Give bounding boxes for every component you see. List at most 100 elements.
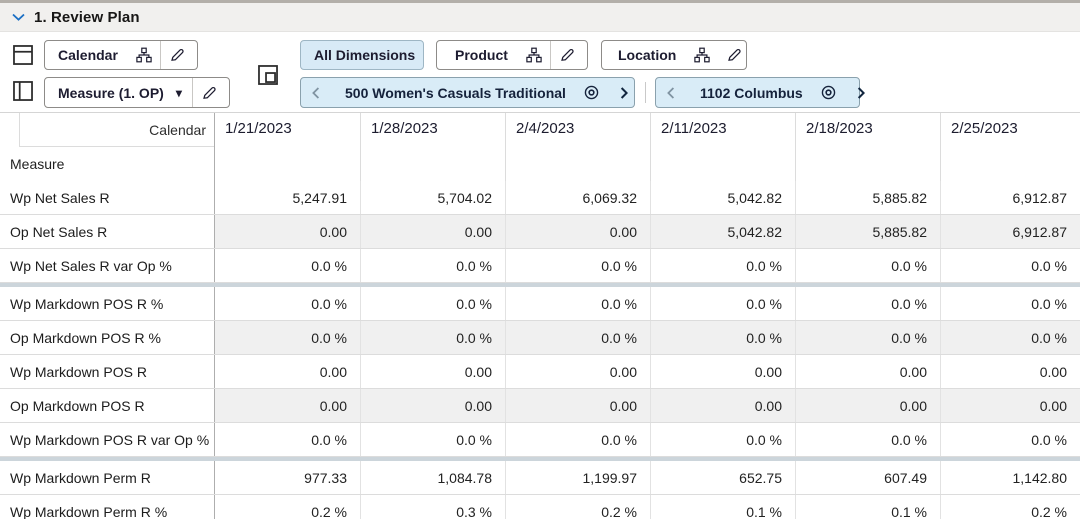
- calendar-dimension-button[interactable]: Calendar: [44, 40, 198, 70]
- grid-cell[interactable]: 0.00: [650, 355, 795, 388]
- product-dimension-button[interactable]: Product: [436, 40, 588, 70]
- page-axis-icon[interactable]: [257, 64, 279, 86]
- grid-cell[interactable]: 5,885.82: [795, 181, 940, 214]
- product-target-icon[interactable]: [574, 78, 609, 107]
- grid-cell[interactable]: 0.0 %: [360, 249, 505, 282]
- grid-cell[interactable]: 0.0 %: [940, 287, 1080, 320]
- grid-cell[interactable]: 0.0 %: [311, 295, 347, 312]
- product-edit-pencil-icon[interactable]: [551, 41, 583, 69]
- row-dimension-label[interactable]: Measure: [10, 156, 65, 172]
- measure-edit-pencil-icon[interactable]: [193, 78, 225, 107]
- grid-cell[interactable]: 0.0 %: [940, 423, 1080, 456]
- row-header[interactable]: Wp Markdown POS R: [0, 355, 215, 388]
- grid-cell[interactable]: 5,042.82: [650, 215, 795, 248]
- grid-cell[interactable]: 0.0 %: [795, 423, 940, 456]
- grid-cell[interactable]: 0.0 %: [650, 287, 795, 320]
- grid-cell[interactable]: 6,912.87: [940, 181, 1080, 214]
- grid-cell[interactable]: 0.00: [215, 215, 360, 248]
- column-header[interactable]: 2/25/2023: [940, 113, 1080, 181]
- row-header[interactable]: Wp Net Sales R var Op %: [0, 249, 215, 282]
- grid-cell[interactable]: 5,885.82: [795, 215, 940, 248]
- grid-cell[interactable]: 0.0 %: [215, 321, 360, 354]
- rows-axis-icon[interactable]: [12, 44, 34, 66]
- grid-cell[interactable]: 0.1 %: [650, 495, 795, 519]
- grid-cell[interactable]: 0.00: [360, 215, 505, 248]
- grid-cell[interactable]: 0.0 %: [505, 423, 650, 456]
- grid-cell[interactable]: 1,084.78: [360, 461, 505, 494]
- hierarchy-icon[interactable]: [686, 41, 718, 69]
- column-header[interactable]: 2/4/2023: [505, 113, 650, 181]
- grid-cell[interactable]: 6,069.32: [505, 181, 650, 214]
- grid-cell[interactable]: 0.00: [505, 355, 650, 388]
- grid-cell[interactable]: 5,247.91: [292, 189, 348, 206]
- grid-cell[interactable]: 0.0 %: [940, 321, 1080, 354]
- location-next-chevron-right-icon[interactable]: [846, 78, 876, 107]
- grid-cell[interactable]: 0.0 %: [505, 287, 650, 320]
- row-header[interactable]: Wp Markdown POS R %: [0, 287, 215, 320]
- grid-cell[interactable]: 5,704.02: [360, 181, 505, 214]
- grid-cell[interactable]: 0.00: [795, 355, 940, 388]
- grid-cell[interactable]: 0.0 %: [940, 249, 1080, 282]
- grid-cell[interactable]: 0.2 %: [940, 495, 1080, 519]
- row-header[interactable]: Op Markdown POS R: [0, 389, 215, 422]
- grid-cell[interactable]: 0.00: [940, 389, 1080, 422]
- grid-cell[interactable]: 0.0 %: [650, 249, 795, 282]
- product-prev-chevron-left-icon[interactable]: [301, 78, 331, 107]
- grid-cell[interactable]: 0.0 %: [360, 423, 505, 456]
- hierarchy-icon[interactable]: [518, 41, 550, 69]
- row-header[interactable]: Op Net Sales R: [0, 215, 215, 248]
- product-next-chevron-right-icon[interactable]: [609, 78, 639, 107]
- collapse-chevron-icon[interactable]: [12, 13, 25, 21]
- grid-cell[interactable]: 0.0 %: [505, 321, 650, 354]
- column-dimension-label[interactable]: Calendar: [20, 113, 214, 147]
- columns-axis-icon[interactable]: [12, 80, 34, 102]
- grid-cell[interactable]: 0.2 %: [505, 495, 650, 519]
- grid-cell[interactable]: 0.0 %: [795, 249, 940, 282]
- grid-cell[interactable]: 0.0 %: [311, 431, 347, 448]
- column-header[interactable]: 2/11/2023: [650, 113, 795, 181]
- grid-cell[interactable]: 0.1 %: [795, 495, 940, 519]
- calendar-edit-pencil-icon[interactable]: [161, 41, 193, 69]
- grid-cell[interactable]: 0.00: [795, 389, 940, 422]
- location-prev-chevron-left-icon[interactable]: [656, 78, 686, 107]
- grid-cell[interactable]: 607.49: [795, 461, 940, 494]
- column-header[interactable]: 1/28/2023: [360, 113, 505, 181]
- grid-cell[interactable]: 0.0 %: [650, 321, 795, 354]
- grid-cell[interactable]: 0.00: [360, 389, 505, 422]
- grid-cell[interactable]: 0.0 %: [650, 423, 795, 456]
- grid-cell[interactable]: 5,042.82: [650, 181, 795, 214]
- grid-cell[interactable]: 0.0 %: [795, 321, 940, 354]
- grid-cell[interactable]: 0.00: [650, 389, 795, 422]
- grid-cell[interactable]: 1,199.97: [505, 461, 650, 494]
- row-header[interactable]: Wp Markdown Perm R: [0, 461, 215, 494]
- row-header[interactable]: Wp Markdown POS R var Op %: [0, 423, 215, 456]
- grid-cell[interactable]: 0.00: [360, 355, 505, 388]
- grid-cell[interactable]: 1,142.80: [940, 461, 1080, 494]
- grid-cell[interactable]: 0.00: [940, 355, 1080, 388]
- grid-cell[interactable]: 977.33: [304, 469, 347, 486]
- location-edit-pencil-icon[interactable]: [718, 41, 750, 69]
- grid-cell[interactable]: 0.00: [215, 389, 360, 422]
- grid-cell[interactable]: 6,912.87: [940, 215, 1080, 248]
- row-header[interactable]: Wp Net Sales R: [0, 181, 215, 214]
- column-header[interactable]: 2/18/2023: [795, 113, 940, 181]
- column-header[interactable]: 1/21/2023: [225, 120, 292, 137]
- grid-cell[interactable]: 0.0 %: [311, 257, 347, 274]
- grid-cell[interactable]: 0.2 %: [311, 503, 347, 519]
- grid-cell[interactable]: 0.0 %: [360, 287, 505, 320]
- all-dimensions-button[interactable]: All Dimensions: [300, 40, 424, 70]
- grid-cell[interactable]: 652.75: [650, 461, 795, 494]
- grid-cell[interactable]: 0.00: [505, 215, 650, 248]
- location-dimension-button[interactable]: Location: [601, 40, 747, 70]
- grid-cell[interactable]: 0.3 %: [360, 495, 505, 519]
- grid-cell[interactable]: 0.0 %: [505, 249, 650, 282]
- location-target-icon[interactable]: [811, 78, 846, 107]
- measure-dimension-button[interactable]: Measure (1. OP) ▾: [44, 77, 230, 108]
- grid-cell[interactable]: 0.0 %: [795, 287, 940, 320]
- grid-cell[interactable]: 0.00: [319, 363, 347, 380]
- grid-cell[interactable]: 0.00: [505, 389, 650, 422]
- row-header[interactable]: Op Markdown POS R %: [0, 321, 215, 354]
- hierarchy-icon[interactable]: [128, 41, 160, 69]
- grid-cell[interactable]: 0.0 %: [360, 321, 505, 354]
- row-header[interactable]: Wp Markdown Perm R %: [0, 495, 215, 519]
